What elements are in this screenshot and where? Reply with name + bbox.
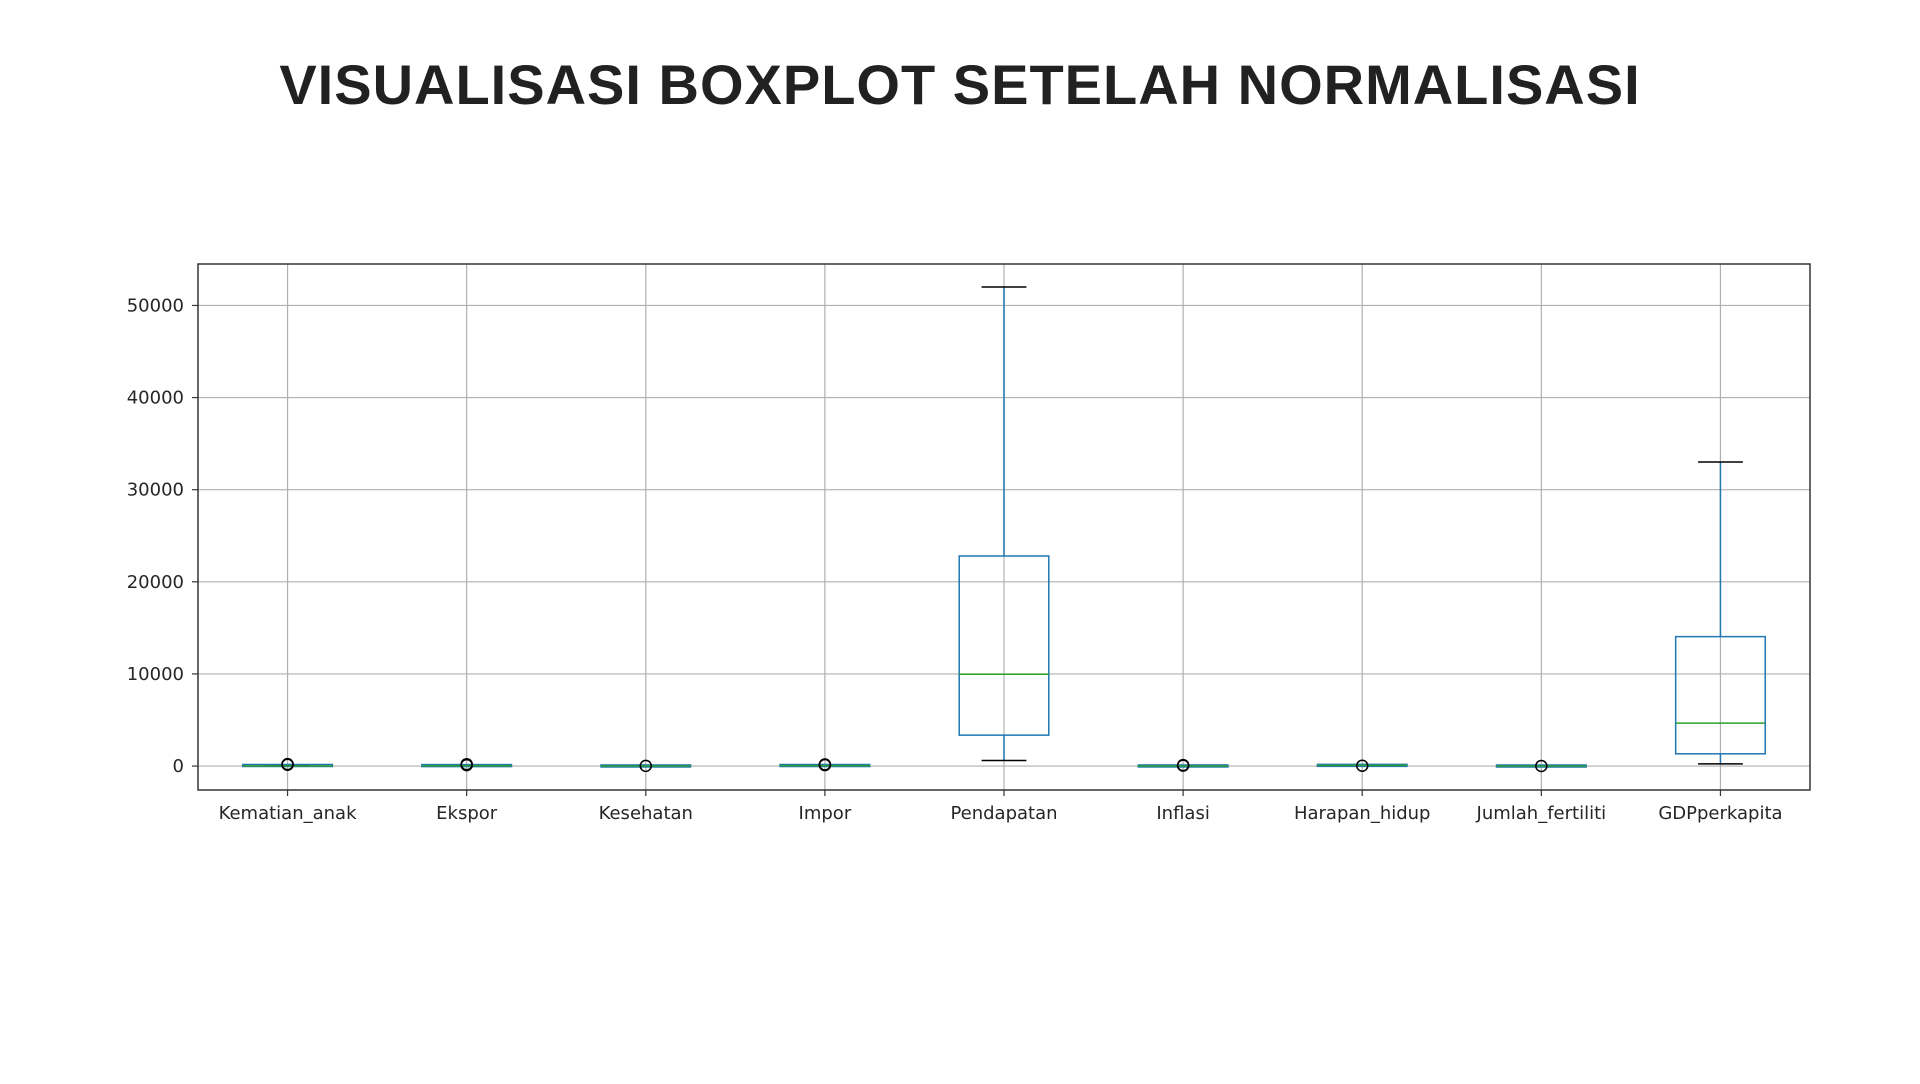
y-tick-label: 20000: [127, 572, 184, 593]
outlier-point: [460, 757, 473, 771]
box-jumlah-fertiliti: [1495, 759, 1587, 773]
x-tick-label: Kesehatan: [599, 803, 693, 824]
outlier-point: [1535, 759, 1548, 773]
x-tick-label: Kematian_anak: [219, 803, 358, 824]
outlier-point: [818, 758, 832, 771]
box-pendapatan: [958, 286, 1050, 762]
outlier-point: [281, 757, 294, 771]
page-title: VISUALISASI BOXPLOT SETELAH NORMALISASI: [279, 53, 1641, 116]
box-ekspor: [421, 757, 513, 772]
box-harapan-hidup: [1316, 759, 1408, 773]
box-gdpperkapita: [1674, 461, 1766, 765]
box-kesehatan: [600, 759, 692, 773]
x-tick-label: Pendapatan: [950, 803, 1057, 824]
x-tick-label: Ekspor: [436, 803, 498, 824]
y-tick-label: 10000: [127, 664, 184, 685]
y-tick-label: 40000: [127, 388, 184, 409]
plot-frame: [197, 263, 1811, 791]
outlier-point: [1176, 758, 1190, 772]
y-axis-ticks: 0 10000 20000 30000 40000 50000: [127, 295, 198, 777]
box-impor: [779, 758, 871, 772]
y-tick-label: 50000: [127, 295, 184, 316]
box-inflasi: [1137, 758, 1229, 772]
y-tick-label: 30000: [127, 480, 184, 501]
x-tick-label: Inflasi: [1156, 803, 1209, 824]
box-iqr: [1674, 635, 1766, 755]
y-tick-label: 0: [173, 756, 184, 777]
outlier-point: [1355, 759, 1369, 773]
x-tick-label: GDPperkapita: [1658, 803, 1782, 824]
box-iqr: [958, 555, 1050, 736]
x-tick-label: Impor: [799, 803, 852, 824]
box-layer: [242, 286, 1766, 773]
outlier-point: [639, 759, 653, 773]
x-axis-ticks: Kematian_anak Ekspor Kesehatan Impor Pendapa…: [219, 790, 1783, 824]
box-kematian-anak: [242, 757, 334, 771]
x-tick-label: Harapan_hidup: [1294, 803, 1431, 824]
x-tick-label: Jumlah_fertiliti: [1476, 803, 1607, 824]
